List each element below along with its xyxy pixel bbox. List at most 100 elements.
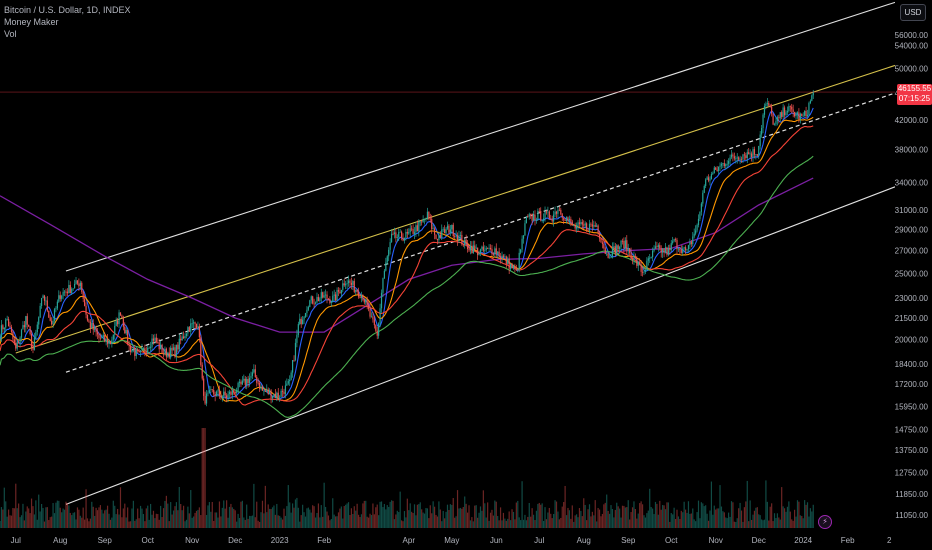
volume-bar xyxy=(749,500,751,528)
volume-bar xyxy=(259,521,261,528)
volume-bar xyxy=(267,504,269,528)
candle-body xyxy=(673,239,675,242)
candle-body xyxy=(684,247,687,251)
candle-body xyxy=(366,299,368,305)
volume-bar xyxy=(56,500,58,528)
candle-body xyxy=(355,289,357,292)
candle-body xyxy=(28,324,30,327)
candle-body xyxy=(5,319,7,328)
candle-body xyxy=(715,167,717,170)
volume-bar xyxy=(682,512,684,528)
candle-body xyxy=(204,395,206,404)
candle-body xyxy=(356,289,358,293)
volume-bar xyxy=(114,505,116,528)
candle-body xyxy=(119,312,122,316)
candle-body xyxy=(485,247,487,251)
candle-body xyxy=(203,378,205,396)
volume-bar xyxy=(349,515,351,528)
candle-body xyxy=(785,112,787,116)
volume-bar xyxy=(491,509,493,528)
volume-bar xyxy=(676,509,678,528)
candle-body xyxy=(687,245,690,250)
volume-bar xyxy=(174,506,176,528)
candle-body xyxy=(786,111,789,113)
symbol-title[interactable]: Bitcoin / U.S. Dollar, 1D, INDEX xyxy=(4,5,131,15)
candle-body xyxy=(657,245,659,248)
candle-body xyxy=(497,251,499,254)
candle-body xyxy=(433,228,436,235)
volume-bar xyxy=(793,509,796,528)
candle-body xyxy=(165,348,167,357)
candle-body xyxy=(297,324,299,335)
candle-body xyxy=(700,203,702,212)
candle-body xyxy=(613,246,615,248)
candle-body xyxy=(695,230,697,234)
volume-bar xyxy=(243,517,245,528)
volume-bar xyxy=(507,518,509,528)
x-tick-label: Feb xyxy=(317,536,331,545)
candle-body xyxy=(465,239,467,243)
volume-bar xyxy=(532,514,535,528)
volume-bar xyxy=(279,515,281,528)
candle-body xyxy=(26,316,28,325)
volume-bar xyxy=(637,513,639,528)
candle-body xyxy=(508,258,510,269)
volume-bar xyxy=(554,500,556,528)
volume-bar xyxy=(458,508,460,528)
candle-body xyxy=(682,248,684,254)
candle-body xyxy=(577,222,579,227)
volume-bar xyxy=(215,512,218,528)
volume-bar xyxy=(606,494,608,528)
volume-bar xyxy=(385,509,387,528)
candle-body xyxy=(564,219,566,222)
candle-body xyxy=(276,392,278,398)
candle-body xyxy=(518,252,520,269)
volume-bar xyxy=(511,509,513,528)
volume-bar xyxy=(220,516,222,528)
volume-bar xyxy=(185,519,188,528)
candle-body xyxy=(342,283,344,290)
indicator-money-maker[interactable]: Money Maker xyxy=(4,17,59,27)
volume-bar xyxy=(575,514,578,528)
candle-body xyxy=(30,334,33,348)
currency-button[interactable]: USD xyxy=(900,4,926,21)
volume-bar xyxy=(763,519,766,528)
candle-body xyxy=(353,281,355,292)
volume-bar xyxy=(421,509,423,528)
x-tick-label: Dec xyxy=(752,536,766,545)
volume-bar xyxy=(131,508,133,528)
volume-bar xyxy=(211,501,213,528)
volume-bar xyxy=(644,517,647,528)
candle-body xyxy=(197,326,199,328)
candle-body xyxy=(289,379,291,382)
candle-body xyxy=(756,154,758,156)
volume-bar xyxy=(683,501,685,528)
volume-bar xyxy=(431,513,433,528)
volume-bar xyxy=(647,510,649,528)
volume-bar xyxy=(621,505,624,528)
candle-body xyxy=(660,248,662,253)
candle-body xyxy=(683,247,685,249)
flash-icon[interactable]: ⚡ xyxy=(818,515,832,529)
indicator-volume[interactable]: Vol xyxy=(4,29,17,39)
volume-bar xyxy=(101,509,103,528)
candle-body xyxy=(92,323,94,330)
candle-body xyxy=(53,309,56,321)
volume-bar xyxy=(260,512,262,528)
y-tick-label: 31000.00 xyxy=(895,206,929,215)
candle-body xyxy=(313,303,315,305)
candle-body xyxy=(459,235,462,236)
volume-bar xyxy=(49,517,51,528)
candle-body xyxy=(78,283,80,287)
volume-bar xyxy=(296,497,298,528)
volume-bar xyxy=(555,501,558,528)
candle-body xyxy=(379,308,381,324)
candle-body xyxy=(709,179,711,181)
volume-bar xyxy=(335,516,337,528)
candle-body xyxy=(323,295,325,298)
candle-body xyxy=(441,229,443,238)
candle-body xyxy=(327,298,330,300)
candle-body xyxy=(322,292,324,298)
candle-body xyxy=(147,347,149,353)
